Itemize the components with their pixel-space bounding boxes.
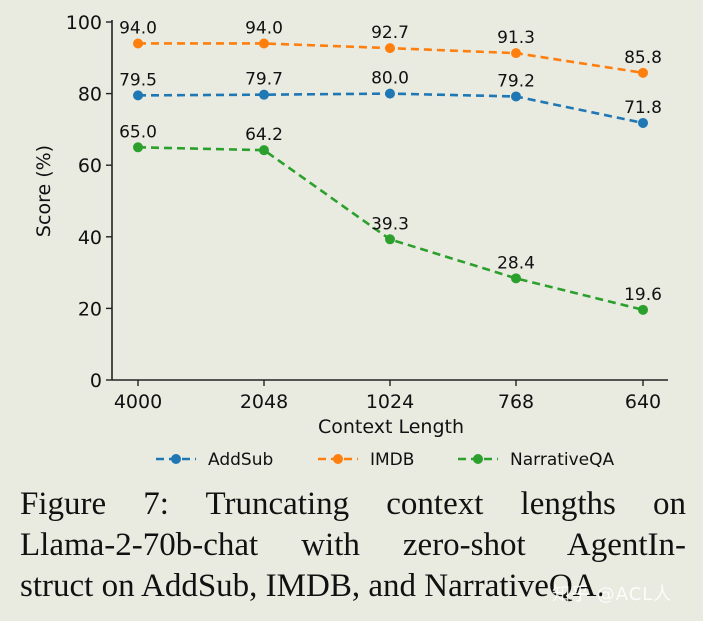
data-point	[259, 38, 269, 49]
legend-marker	[171, 454, 181, 464]
legend-label: IMDB	[370, 450, 414, 470]
data-point	[511, 273, 521, 284]
data-label: 79.5	[119, 70, 157, 90]
data-point	[638, 117, 648, 128]
x-tick-label: 768	[498, 391, 534, 413]
y-axis-title: Score (%)	[33, 145, 55, 237]
data-label: 28.4	[497, 253, 535, 273]
data-point	[133, 90, 143, 101]
data-label: 64.2	[245, 125, 283, 145]
y-tick-label: 100	[66, 12, 102, 34]
y-tick-label: 0	[90, 370, 102, 392]
data-label: 92.7	[371, 23, 409, 43]
data-point	[259, 145, 269, 156]
data-point	[259, 89, 269, 100]
watermark: 知乎 @ACL人	[552, 584, 673, 605]
data-point	[385, 88, 395, 99]
data-label: 94.0	[119, 18, 157, 38]
y-tick-label: 80	[78, 84, 102, 106]
data-label: 94.0	[245, 18, 283, 38]
data-labels: 79.5 79.7 80.0 79.2 71.8 94.0 94.0 92.7 91.3 85.8…	[119, 18, 662, 304]
data-label: 71.8	[624, 98, 662, 118]
data-label: 39.3	[371, 214, 409, 234]
legend-label: AddSub	[208, 450, 273, 470]
data-label: 85.8	[624, 48, 662, 68]
y-tick-label: 40	[78, 227, 102, 249]
x-axis-title: Context Length	[318, 416, 464, 438]
y-tick-label: 60	[78, 155, 102, 177]
x-tick-label: 2048	[240, 391, 288, 413]
data-point	[385, 234, 395, 245]
x-tick-label: 640	[625, 391, 661, 413]
legend-label: NarrativeQA	[510, 450, 615, 470]
legend-marker	[473, 454, 483, 464]
caption-line-3: struct on AddSub, IMDB, and NarrativeQA.	[20, 568, 605, 604]
data-label: 79.7	[245, 70, 283, 90]
data-point	[385, 43, 395, 54]
data-point	[638, 304, 648, 315]
caption-line-2: Llama-2-70b-chat with zero-shot AgentIn-	[20, 527, 686, 563]
axes: 0 20 40 60 80 100 4000 2048 1024 768 640 Context Le…	[33, 12, 668, 438]
x-tick-label: 4000	[114, 391, 162, 413]
data-point	[133, 38, 143, 49]
data-label: 79.2	[497, 71, 535, 91]
data-point	[511, 91, 521, 102]
data-label: 19.6	[624, 285, 662, 305]
line-chart: 0 20 40 60 80 100 4000 2048 1024 768 640 Context Le…	[33, 12, 668, 470]
data-label: 80.0	[371, 69, 409, 89]
figure-caption: Figure 7: Truncating context lengths on …	[20, 484, 686, 607]
data-point	[638, 67, 648, 78]
data-point	[133, 142, 143, 153]
data-label: 65.0	[119, 122, 157, 142]
y-tick-label: 20	[78, 298, 102, 320]
x-tick-label: 1024	[366, 391, 414, 413]
data-label: 91.3	[497, 28, 535, 48]
series-group	[133, 38, 648, 315]
legend-marker	[333, 454, 343, 464]
data-point	[511, 48, 521, 59]
caption-line-1: Figure 7: Truncating context lengths on	[20, 486, 686, 522]
legend: AddSub IMDB NarrativeQA	[156, 450, 615, 470]
